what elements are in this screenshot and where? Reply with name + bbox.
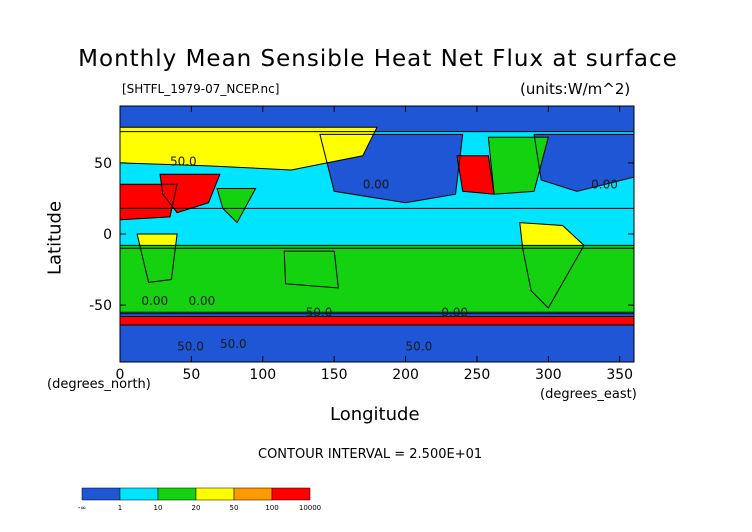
region-tropical-pacific: [120, 208, 634, 249]
colorbar-segment: [233, 487, 273, 501]
x-tick-label: 250: [464, 367, 491, 383]
contour-label: 50.0: [406, 340, 433, 354]
contour-line: [319, 133, 464, 204]
contour-label: 50.0: [220, 337, 247, 351]
y-axis-units: (degrees_north): [47, 377, 151, 392]
contour-line: [533, 133, 634, 192]
contour-label: 0.00: [591, 177, 618, 191]
colorbar-label: 100: [265, 504, 278, 512]
region-central-north-america: [488, 137, 549, 195]
contour-line: [159, 173, 221, 214]
chart-title: Monthly Mean Sensible Heat Net Flux at s…: [78, 46, 678, 72]
colorbar-label: 10000: [299, 504, 321, 512]
y-tick-label: -50: [89, 298, 112, 314]
file-label: [SHTFL_1979-07_NCEP.nc]: [122, 82, 280, 96]
x-axis-units: (degrees_east): [540, 387, 637, 402]
colorbar-label: 20: [192, 504, 201, 512]
colorbar-segment: [119, 487, 159, 501]
contour-line: [120, 183, 178, 221]
contour-line: [519, 222, 585, 309]
colorbar-segment: [271, 487, 311, 501]
contour-label: 0.00: [363, 177, 390, 191]
region-western-north-america: [457, 155, 495, 195]
x-tick-label: 50: [182, 367, 200, 383]
contour-line: [120, 126, 378, 171]
colorbar-label: 10: [154, 504, 163, 512]
region-arctic-ocean: [120, 106, 634, 132]
contour-line: [120, 207, 634, 249]
x-tick-label: 300: [535, 367, 562, 383]
contour-interval-text: CONTOUR INTERVAL = 2.500E+01: [258, 447, 483, 462]
colorbar-label: 50: [230, 504, 239, 512]
region-southern-hemisphere-subtropics: [120, 245, 634, 313]
y-tick-label: 0: [103, 227, 112, 243]
x-tick-label: 100: [249, 367, 276, 383]
colorbar-segment: [195, 487, 235, 501]
contour-label: 0.00: [141, 294, 168, 308]
region-eurasia-north: [120, 127, 377, 170]
y-tick-label: 50: [94, 156, 112, 172]
colorbar-segment: [157, 487, 197, 501]
contour-lines: [120, 106, 634, 362]
region-north-atlantic: [534, 134, 634, 192]
x-tick-label: 0: [116, 367, 125, 383]
contour-line: [120, 244, 634, 313]
contour-line: [136, 233, 178, 283]
contour-line: [120, 313, 634, 362]
region-antarctic-edge: [120, 316, 634, 325]
contour-line: [487, 136, 549, 195]
x-tick-label: 350: [606, 367, 633, 383]
contour-label: 0.00: [441, 305, 468, 319]
x-tick-label: 200: [392, 367, 419, 383]
colorbar-label: -∞: [78, 504, 86, 512]
contour-line: [120, 316, 634, 326]
contour-label: 50.0: [170, 155, 197, 169]
contour-label: 0.00: [189, 294, 216, 308]
contour-line: [283, 250, 339, 289]
contour-line: [216, 188, 257, 224]
x-tick-label: 150: [321, 367, 348, 383]
colorbar-segment: [81, 487, 121, 501]
contour-label: 50.0: [306, 305, 333, 319]
contour-label: 50.0: [177, 340, 204, 354]
region-india: [217, 188, 256, 223]
x-axis-label: Longitude: [330, 404, 420, 425]
colorbar-label: 1: [118, 504, 122, 512]
region-southern-ocean-band: [120, 313, 634, 362]
units-label: (units:W/m^2): [520, 80, 631, 98]
